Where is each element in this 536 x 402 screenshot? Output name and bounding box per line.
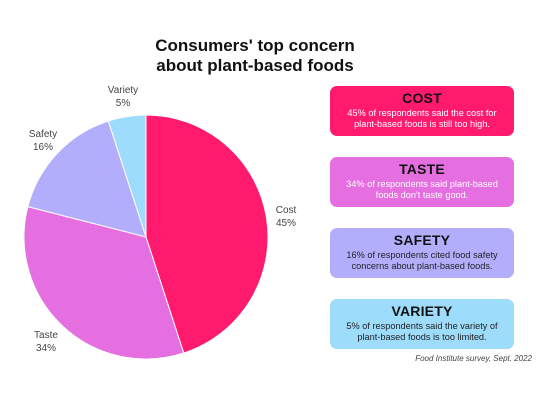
- card-taste-text: 34% of respondents said plant-based food…: [346, 179, 498, 200]
- chart-title: Consumers' top concern about plant-based…: [120, 36, 390, 76]
- card-taste: TASTE 34% of respondents said plant-base…: [330, 157, 514, 207]
- pie-chart: Cost 45% Taste 34% Safety 16% Variety 5%: [23, 85, 297, 360]
- pie-slice-variety: [107, 114, 147, 238]
- card-taste-heading: TASTE: [399, 161, 445, 177]
- pie-value-cost: 45%: [276, 218, 296, 229]
- card-cost: COST 45% of respondents said the cost fo…: [330, 86, 514, 136]
- pie-value-safety: 16%: [33, 142, 53, 153]
- pie-label-variety: Variety: [108, 85, 138, 96]
- pie-value-variety: 5%: [116, 98, 131, 109]
- card-variety-text: 5% of respondents said the variety of pl…: [346, 321, 498, 342]
- pie-value-taste: 34%: [36, 343, 56, 354]
- pie-label-safety: Safety: [29, 129, 57, 140]
- card-safety: SAFETY 16% of respondents cited food saf…: [330, 228, 514, 278]
- pie-slice-taste: [23, 206, 185, 360]
- source-note: Food Institute survey, Sept. 2022: [415, 354, 532, 363]
- card-variety-heading: VARIETY: [391, 303, 453, 319]
- card-cost-text: 45% of respondents said the cost for pla…: [347, 108, 497, 129]
- card-safety-heading: SAFETY: [393, 232, 451, 248]
- pie-label-taste: Taste: [34, 330, 58, 341]
- card-safety-text: 16% of respondents cited food safety con…: [346, 250, 498, 271]
- pie-slice-safety: [27, 120, 147, 238]
- card-variety: VARIETY 5% of respondents said the varie…: [330, 299, 514, 349]
- pie-label-cost: Cost: [276, 205, 297, 216]
- card-cost-heading: COST: [402, 90, 442, 106]
- chart-title-line-2: about plant-based foods: [156, 56, 354, 75]
- pie-slice-cost: [145, 114, 269, 354]
- chart-title-line-1: Consumers' top concern: [155, 36, 355, 55]
